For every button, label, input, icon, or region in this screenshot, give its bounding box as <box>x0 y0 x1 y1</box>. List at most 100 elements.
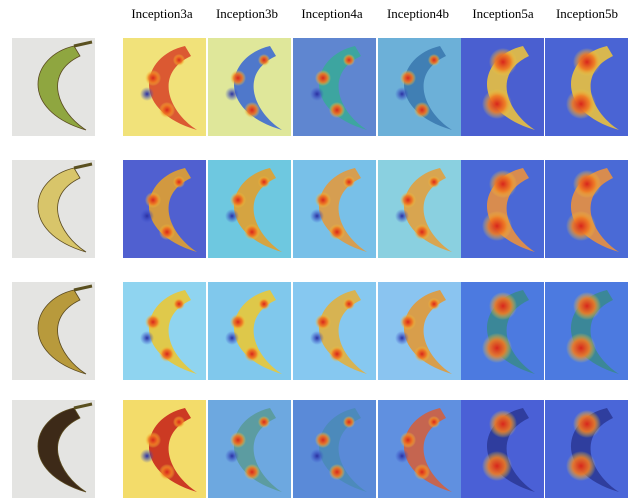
heatmap <box>123 282 206 380</box>
activation-blob <box>400 70 416 86</box>
activation-blob <box>230 314 246 330</box>
activation-blob <box>310 449 324 463</box>
activation-blob <box>566 451 596 481</box>
photo <box>12 282 95 380</box>
activation-blob <box>258 298 270 310</box>
photo <box>12 38 95 136</box>
activation-blob <box>258 54 270 66</box>
activation-blob <box>230 70 246 86</box>
heatmap <box>461 38 544 136</box>
activation-blob <box>395 209 409 223</box>
activation-blob <box>315 432 331 448</box>
activation-blob <box>145 432 161 448</box>
activation-blob <box>145 314 161 330</box>
activation-blob <box>414 102 430 118</box>
activation-blob <box>140 449 154 463</box>
heatmap <box>293 38 376 136</box>
activation-blob <box>489 170 517 198</box>
activation-blob <box>230 192 246 208</box>
heatmap <box>461 400 544 498</box>
activation-blob <box>140 209 154 223</box>
activation-blob <box>566 333 596 363</box>
activation-blob <box>310 209 324 223</box>
heatmap <box>378 400 461 498</box>
activation-blob <box>329 464 345 480</box>
activation-blob <box>395 449 409 463</box>
activation-blob <box>310 331 324 345</box>
figure: Inception3a Inception3b Inception4a Ince… <box>0 0 639 498</box>
heatmap <box>208 400 291 498</box>
activation-blob <box>482 89 512 119</box>
activation-blob <box>140 331 154 345</box>
heatmap <box>208 282 291 380</box>
heatmap <box>545 38 628 136</box>
activation-blob <box>482 333 512 363</box>
activation-blob <box>489 410 517 438</box>
heatmap <box>378 160 461 258</box>
activation-blob <box>159 464 175 480</box>
heatmap <box>208 160 291 258</box>
activation-blob <box>244 346 260 362</box>
activation-blob <box>173 416 185 428</box>
activation-blob <box>395 331 409 345</box>
activation-blob <box>400 192 416 208</box>
column-header: Inception3a <box>131 6 193 21</box>
activation-blob <box>159 224 175 240</box>
heatmap <box>123 38 206 136</box>
activation-blob <box>145 192 161 208</box>
activation-blob <box>258 416 270 428</box>
heatmap <box>293 160 376 258</box>
activation-blob <box>395 87 409 101</box>
activation-blob <box>225 209 239 223</box>
activation-blob <box>482 211 512 241</box>
activation-blob <box>145 70 161 86</box>
activation-blob <box>566 211 596 241</box>
activation-blob <box>244 102 260 118</box>
activation-blob <box>225 331 239 345</box>
activation-blob <box>428 298 440 310</box>
heatmap <box>545 160 628 258</box>
activation-blob <box>343 176 355 188</box>
heatmap <box>123 160 206 258</box>
activation-blob <box>244 224 260 240</box>
activation-blob <box>428 176 440 188</box>
activation-blob <box>159 346 175 362</box>
photo <box>12 400 95 498</box>
column-header: Inception3b <box>216 6 278 21</box>
activation-blob <box>573 410 601 438</box>
activation-blob <box>566 89 596 119</box>
activation-blob <box>573 292 601 320</box>
activation-blob <box>400 432 416 448</box>
activation-blob <box>225 449 239 463</box>
heatmap <box>123 400 206 498</box>
activation-blob <box>173 54 185 66</box>
activation-blob <box>414 464 430 480</box>
heatmap <box>545 282 628 380</box>
activation-blob <box>482 451 512 481</box>
activation-blob <box>489 48 517 76</box>
heatmap <box>293 400 376 498</box>
heatmap <box>461 282 544 380</box>
activation-blob <box>244 464 260 480</box>
photo <box>12 160 95 258</box>
activation-blob <box>489 292 517 320</box>
activation-blob <box>140 87 154 101</box>
column-header: Inception4b <box>387 6 449 21</box>
activation-blob <box>258 176 270 188</box>
activation-blob <box>329 346 345 362</box>
activation-blob <box>159 102 175 118</box>
activation-blob <box>230 432 246 448</box>
activation-blob <box>225 87 239 101</box>
activation-blob <box>414 224 430 240</box>
activation-blob <box>315 314 331 330</box>
activation-blob <box>343 54 355 66</box>
column-header: Inception5a <box>472 6 534 21</box>
activation-blob <box>173 176 185 188</box>
activation-blob <box>310 87 324 101</box>
activation-blob <box>315 70 331 86</box>
activation-blob <box>573 170 601 198</box>
heatmap <box>545 400 628 498</box>
activation-blob <box>343 298 355 310</box>
activation-blob <box>428 54 440 66</box>
heatmap <box>378 38 461 136</box>
